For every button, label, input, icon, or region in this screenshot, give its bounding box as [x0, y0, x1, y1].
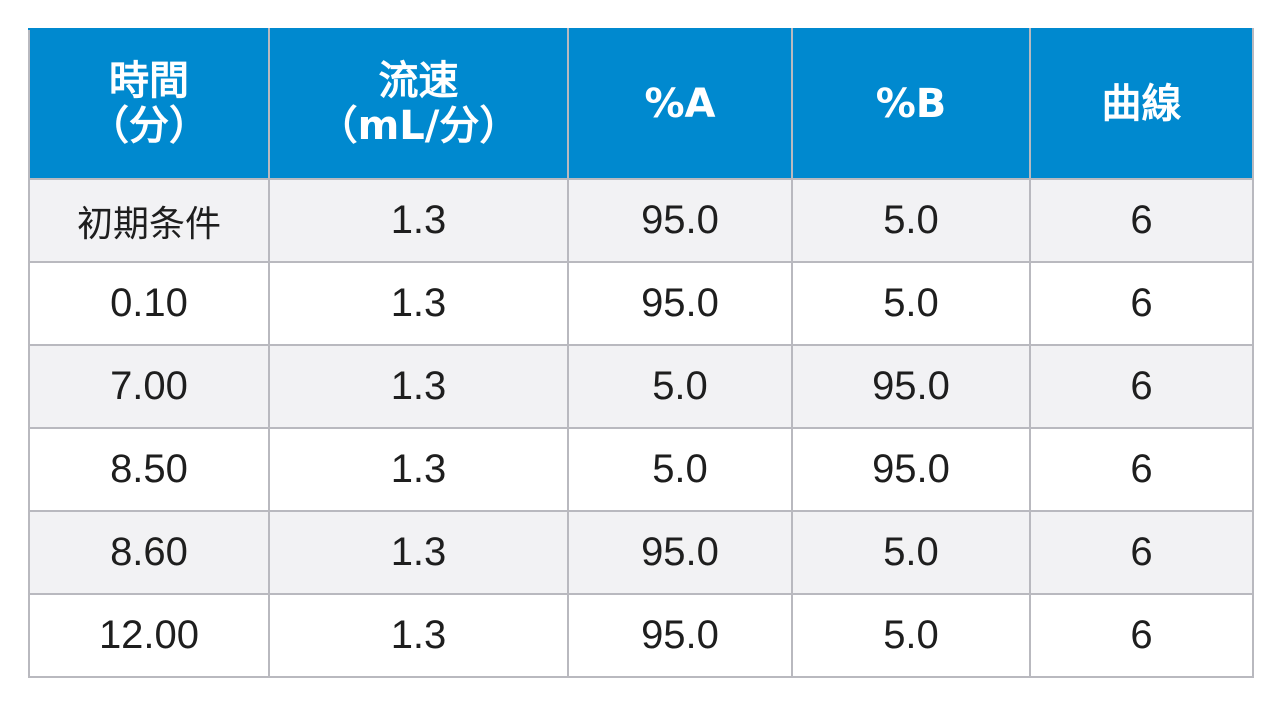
header-percent-a-label: %A	[644, 80, 716, 127]
cell-flow-rate: 1.3	[268, 261, 569, 346]
table-row: 7.00 1.3 5.0 95.0 6	[28, 344, 1254, 429]
cell-percent-a: 95.0	[567, 510, 793, 595]
header-curve: 曲線	[1029, 28, 1254, 180]
cell-percent-b: 5.0	[791, 593, 1031, 678]
cell-time: 8.50	[28, 427, 270, 512]
header-flow-rate-unit: （mL/分）	[317, 103, 520, 149]
cell-flow-rate: 1.3	[268, 178, 569, 263]
cell-flow-rate: 1.3	[268, 344, 569, 429]
cell-curve: 6	[1029, 261, 1254, 346]
cell-curve: 6	[1029, 427, 1254, 512]
cell-time: 12.00	[28, 593, 270, 678]
cell-percent-b: 95.0	[791, 427, 1031, 512]
header-percent-b-label: %B	[875, 80, 947, 127]
header-curve-label: 曲線	[1101, 80, 1182, 127]
cell-time: 初期条件	[28, 178, 270, 263]
cell-flow-rate: 1.3	[268, 427, 569, 512]
cell-percent-b: 5.0	[791, 178, 1031, 263]
cell-curve: 6	[1029, 510, 1254, 595]
table-row: 8.50 1.3 5.0 95.0 6	[28, 427, 1254, 512]
table-body: 初期条件 1.3 95.0 5.0 6 0.10 1.3 95.0 5.0 6 …	[28, 178, 1254, 678]
table-header: 時間 （分） 流速 （mL/分） %A %B 曲線	[28, 28, 1254, 180]
cell-percent-b: 95.0	[791, 344, 1031, 429]
cell-time: 0.10	[28, 261, 270, 346]
cell-percent-a: 5.0	[567, 344, 793, 429]
cell-curve: 6	[1029, 178, 1254, 263]
cell-flow-rate: 1.3	[268, 510, 569, 595]
table-row: 初期条件 1.3 95.0 5.0 6	[28, 178, 1254, 263]
cell-curve: 6	[1029, 593, 1254, 678]
header-flow-rate: 流速 （mL/分）	[268, 28, 569, 180]
cell-flow-rate: 1.3	[268, 593, 569, 678]
cell-time: 8.60	[28, 510, 270, 595]
cell-curve: 6	[1029, 344, 1254, 429]
header-percent-a: %A	[567, 28, 793, 180]
cell-percent-a: 95.0	[567, 261, 793, 346]
table-row: 8.60 1.3 95.0 5.0 6	[28, 510, 1254, 595]
cell-percent-b: 5.0	[791, 261, 1031, 346]
table-row: 0.10 1.3 95.0 5.0 6	[28, 261, 1254, 346]
header-flow-rate-label: 流速	[378, 58, 459, 105]
cell-percent-a: 5.0	[567, 427, 793, 512]
header-time-unit: （分）	[89, 103, 209, 149]
gradient-table: 時間 （分） 流速 （mL/分） %A %B 曲線 初期条件 1.3 95.0 …	[28, 28, 1254, 678]
header-time-label: 時間	[109, 58, 189, 105]
cell-percent-a: 95.0	[567, 178, 793, 263]
header-percent-b: %B	[791, 28, 1031, 180]
header-row: 時間 （分） 流速 （mL/分） %A %B 曲線	[28, 28, 1254, 180]
table-row: 12.00 1.3 95.0 5.0 6	[28, 593, 1254, 678]
cell-percent-b: 5.0	[791, 510, 1031, 595]
cell-time: 7.00	[28, 344, 270, 429]
header-time: 時間 （分）	[28, 28, 270, 180]
cell-percent-a: 95.0	[567, 593, 793, 678]
